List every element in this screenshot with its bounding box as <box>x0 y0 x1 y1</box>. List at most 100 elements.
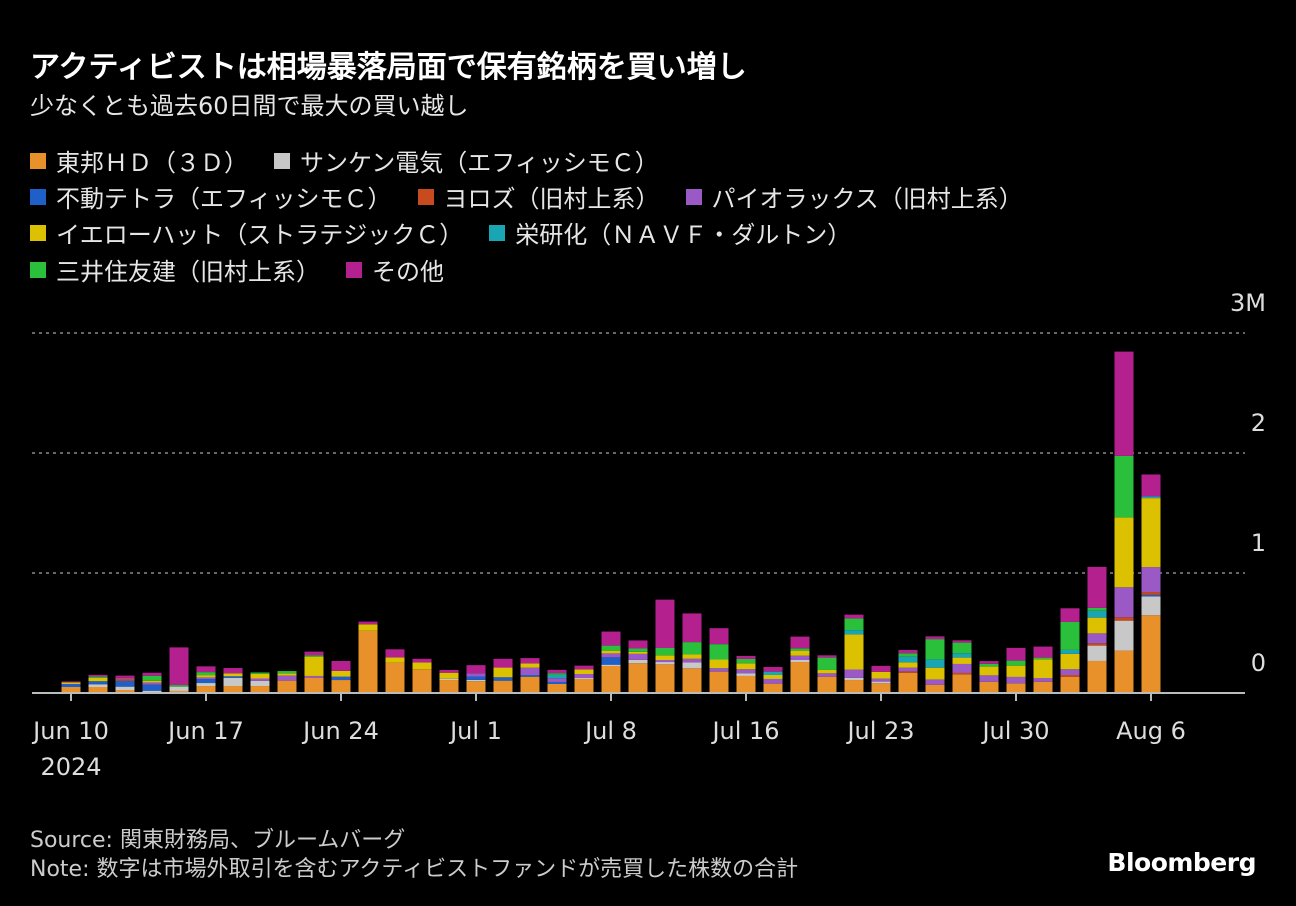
bar-segment <box>547 678 567 682</box>
bar-segment <box>682 613 702 643</box>
bar-segment <box>1114 617 1134 621</box>
bar-segment <box>736 658 756 664</box>
x-tick-label: Jul 8 <box>585 717 637 745</box>
bar-segment <box>439 669 459 673</box>
bar-segment <box>763 678 783 684</box>
bar-segment <box>709 668 729 672</box>
x-tick-label: Jul 16 <box>712 717 780 745</box>
bar-segment <box>547 684 567 693</box>
bar-segment <box>763 671 783 675</box>
bar-segment <box>520 663 540 668</box>
bar-segment <box>115 675 135 678</box>
bar-segment <box>1060 676 1080 693</box>
legend-row-1: 東邦ＨＤ（３Ｄ） サンケン電気（エフィッシモＣ） <box>30 143 659 178</box>
bar-segment <box>1114 587 1134 618</box>
bar-segment <box>1087 643 1107 646</box>
bar-segment <box>385 657 405 663</box>
legend-label: ヨロズ（旧村上系） <box>443 185 660 213</box>
bar-segment <box>1114 620 1134 651</box>
bar-segment <box>844 634 864 670</box>
bar-segment <box>1033 681 1053 693</box>
legend-item: 東邦ＨＤ（３Ｄ） <box>30 143 248 178</box>
bar-segment <box>736 663 756 670</box>
bar-segment <box>844 630 864 635</box>
chart-subtitle: 少なくとも過去60日間で最大の買い越し <box>30 92 469 120</box>
x-tick-label: Aug 6 <box>1116 717 1186 745</box>
bar-segment <box>925 659 945 668</box>
bar-segment <box>655 655 675 660</box>
bar-segment <box>1087 610 1107 618</box>
bar-segment <box>277 673 297 676</box>
bar-segment <box>1141 596 1161 616</box>
bar-segment <box>1141 615 1161 693</box>
bar-segment <box>304 655 324 657</box>
bar-segment <box>682 662 702 669</box>
bar-segment <box>466 665 486 674</box>
bar-segment <box>817 676 837 693</box>
note-text: Note: 数字は市場外取引を含むアクティビストファンドが売買した株数の合計 <box>30 857 799 882</box>
bar-segment <box>925 636 945 640</box>
bar-segment <box>628 659 648 664</box>
legend-label: 三井住友建（旧村上系） <box>56 258 320 286</box>
bar-segment <box>1087 607 1107 611</box>
x-tick-sublabel: 2024 <box>40 753 102 781</box>
bar-segment <box>169 647 189 686</box>
bar-segment <box>925 679 945 685</box>
bar-segment <box>952 640 972 643</box>
bar-segment <box>115 677 135 679</box>
bar-segment <box>1006 683 1026 693</box>
bar-segment <box>385 662 405 693</box>
bar-segment <box>331 660 351 671</box>
bar-segment <box>304 656 324 676</box>
bar-segment <box>1114 517 1134 588</box>
bar-segment <box>763 675 783 679</box>
bar-segment <box>250 672 270 674</box>
bar-segment <box>1087 633 1107 644</box>
bar-segment <box>979 681 999 693</box>
bar-segment <box>88 681 108 685</box>
bar-segment <box>979 661 999 664</box>
bar-segment <box>817 669 837 674</box>
bar-segment <box>142 675 162 681</box>
bar-segment <box>628 663 648 693</box>
legend-swatch <box>274 152 290 169</box>
bar-segment <box>466 676 486 680</box>
bar-segment <box>1087 645 1107 661</box>
bar-segment <box>871 671 891 679</box>
bar-segment <box>952 674 972 693</box>
bar-segment <box>952 642 972 654</box>
bar-segment <box>196 683 216 687</box>
legend-item: 不動テトラ（エフィッシモＣ） <box>30 179 392 214</box>
bar-segment <box>88 684 108 687</box>
bar-segment <box>1141 498 1161 568</box>
legend-label: イエローハット（ストラテジックＣ） <box>56 221 464 249</box>
bar-segment <box>844 614 864 619</box>
bar-segment <box>547 681 567 684</box>
bar-segment <box>331 680 351 693</box>
bar-segment <box>412 662 432 670</box>
bar-segment <box>952 653 972 658</box>
bar-segment <box>250 686 270 693</box>
legend-swatch <box>346 261 362 278</box>
bar-segment <box>196 666 216 673</box>
bar-segment <box>1033 657 1053 660</box>
bar-segment <box>655 664 675 693</box>
bar-segment <box>439 678 459 681</box>
bar-segment <box>115 678 135 681</box>
bar-segment <box>1033 659 1053 678</box>
legend-label: パイオラックス（旧村上系） <box>711 185 1023 213</box>
bar-segment <box>223 686 243 693</box>
bar-segment <box>520 675 540 677</box>
bar-segment <box>358 624 378 631</box>
bar-segment <box>655 648 675 656</box>
bar-segment <box>61 687 81 693</box>
bar-segment <box>1060 608 1080 622</box>
legend-swatch <box>30 152 46 169</box>
y-tick-label: 2 <box>1250 409 1266 437</box>
bar-segment <box>304 651 324 656</box>
bar-segment <box>979 663 999 667</box>
bar-segment <box>169 690 189 693</box>
bar-segment <box>628 651 648 654</box>
bar-segment <box>1141 594 1161 597</box>
